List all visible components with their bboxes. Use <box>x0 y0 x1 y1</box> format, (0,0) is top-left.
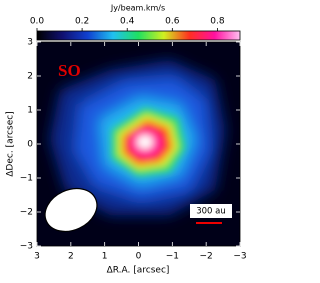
y-tick-label: 0 <box>27 140 33 150</box>
page: {"chart_data": {"type": "image", "colorb… <box>5 3 247 276</box>
colorbar-tick-label: 0.8 <box>210 17 225 27</box>
y-tick-label: 2 <box>27 72 33 82</box>
scale-label: 300 au <box>196 207 226 217</box>
x-tick-label: −3 <box>233 252 246 262</box>
scale-box <box>190 204 232 218</box>
y-tick-label: −2 <box>20 208 33 218</box>
beam <box>44 187 98 233</box>
colorbar <box>36 30 241 41</box>
y-tick-label: −1 <box>20 174 33 184</box>
x-axis-label: ΔR.A. [arcsec] <box>107 266 170 276</box>
colorbar-tick-label: 0.4 <box>120 17 135 27</box>
x-tick-label: −1 <box>166 252 179 262</box>
x-tick-label: 2 <box>68 252 74 262</box>
x-tick-label: 1 <box>102 252 108 262</box>
colorbar-label: Jy/beam.km/s <box>110 4 165 13</box>
y-tick-label: 1 <box>27 106 33 116</box>
x-tick-label: 3 <box>34 252 40 262</box>
colorbar-tick-label: 0.2 <box>75 17 89 27</box>
map <box>37 42 240 246</box>
colorbar-tick-label: 0.6 <box>165 17 180 27</box>
x-tick-label: −2 <box>200 252 213 262</box>
molecule-label: SO <box>58 61 81 80</box>
y-tick-label: −3 <box>20 242 33 252</box>
y-axis-label: ΔDec. [arcsec] <box>6 111 16 176</box>
y-tick-label: 3 <box>27 38 33 48</box>
colorbar-tick-label: 0.0 <box>30 17 45 27</box>
x-tick-label: 0 <box>136 252 142 262</box>
chart: Jy/beam.km/s SO 300 au ΔR.A. [arcsec] ΔD… <box>6 4 247 276</box>
